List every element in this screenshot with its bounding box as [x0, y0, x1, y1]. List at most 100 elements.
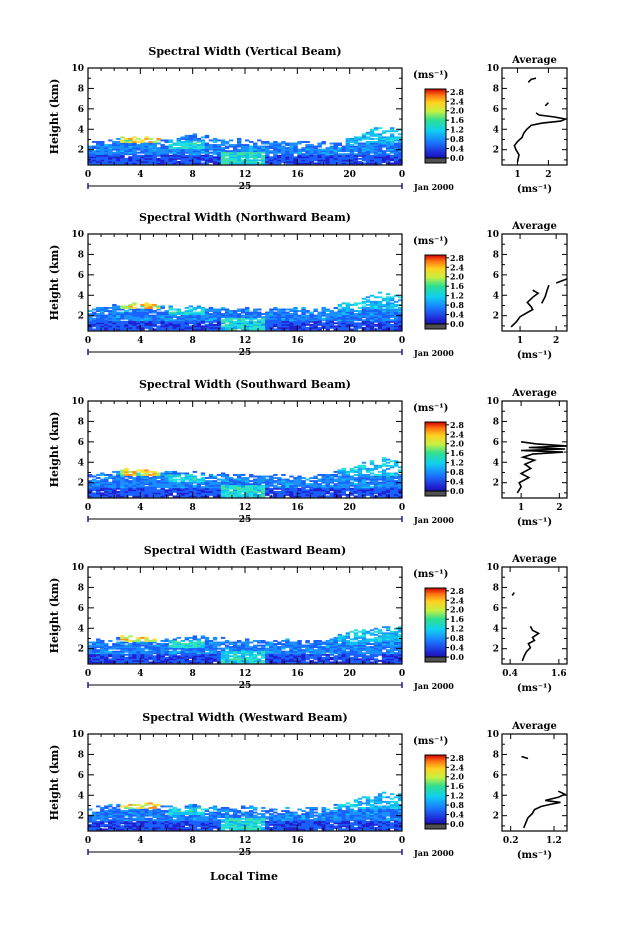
- heatmap-cell: [373, 490, 379, 493]
- heatmap-cell: [253, 144, 258, 146]
- heatmap-cell: [353, 656, 359, 659]
- heatmap-cell: [385, 326, 391, 329]
- heatmap-cell: [152, 151, 157, 154]
- heatmap-cell: [281, 320, 286, 323]
- panel-title: Spectral Width (Northward Beam): [139, 211, 351, 224]
- heatmap-cell: [152, 640, 157, 642]
- heatmap-cell: [265, 159, 270, 162]
- heatmap-cell: [100, 640, 105, 642]
- heatmap-cell: [148, 323, 153, 326]
- heatmap-cell: [309, 320, 314, 323]
- heatmap-cell: [301, 153, 306, 156]
- heatmap-cell: [196, 653, 202, 656]
- heatmap-cell: [361, 322, 367, 325]
- heatmap-cell: [188, 157, 194, 160]
- heatmap-cell: [204, 656, 210, 659]
- heatmap-cell: [196, 641, 202, 644]
- heatmap-cell: [373, 308, 379, 311]
- heatmap-cell: [373, 310, 379, 312]
- heatmap-cell: [232, 655, 238, 658]
- heatmap-cell: [144, 495, 149, 498]
- heatmap-cell: [220, 486, 226, 489]
- heatmap-cell: [361, 142, 367, 145]
- heatmap-cell: [184, 647, 190, 650]
- heatmap-cell: [208, 316, 214, 319]
- heatmap-cell: [357, 150, 363, 153]
- heatmap-cell: [333, 148, 338, 151]
- heatmap-cell: [261, 326, 266, 329]
- colorbar-tick-label: 1.6: [450, 115, 464, 125]
- heatmap-cell: [301, 322, 306, 325]
- heatmap-cell: [160, 650, 165, 653]
- heatmap-cell: [108, 162, 113, 165]
- panel-1: Spectral Width (Vertical Beam)0 4 8 12 16 20 0…: [48, 45, 569, 195]
- heatmap-cell: [208, 652, 214, 655]
- heatmap-cell: [168, 328, 173, 331]
- heatmap-cell: [301, 311, 306, 314]
- x-tick-label: 8: [190, 336, 196, 346]
- heatmap-cell: [329, 325, 334, 328]
- heatmap-cell: [196, 144, 202, 146]
- heatmap-cell: [104, 320, 109, 323]
- heatmap-cell: [313, 480, 318, 483]
- heatmap-cell: [325, 156, 330, 159]
- heatmap-cell: [369, 148, 375, 151]
- heatmap-cell: [301, 148, 306, 151]
- heatmap-cell: [172, 661, 177, 664]
- heatmap-cell: [357, 145, 363, 148]
- heatmap-cell: [273, 316, 278, 319]
- heatmap-cell: [216, 317, 222, 320]
- heatmap-cell: [216, 644, 222, 647]
- heatmap-cell: [128, 137, 133, 140]
- heatmap-cell: [140, 492, 145, 495]
- heatmap-cell: [385, 299, 391, 302]
- heatmap-cell: [309, 656, 314, 659]
- heatmap-cell: [393, 474, 399, 476]
- heatmap-cell: [285, 655, 290, 658]
- heatmap-cell: [120, 478, 125, 481]
- heatmap-cell: [184, 475, 190, 478]
- heatmap-cell: [341, 319, 347, 322]
- heatmap-cell: [140, 328, 145, 331]
- heatmap-cell: [309, 153, 314, 156]
- heatmap-cell: [313, 475, 318, 478]
- heatmap-cell: [345, 150, 351, 153]
- heatmap-cell: [116, 316, 121, 319]
- heatmap-cell: [309, 150, 314, 153]
- heatmap-cell: [265, 317, 270, 320]
- heatmap-cell: [104, 144, 109, 146]
- heatmap-cell: [188, 487, 194, 490]
- heatmap-cell: [232, 314, 238, 317]
- heatmap-cell: [245, 157, 250, 160]
- heatmap-cell: [257, 490, 262, 493]
- panel-title: Spectral Width (Vertical Beam): [148, 45, 341, 58]
- heatmap-cell: [156, 480, 161, 483]
- heatmap-cell: [369, 150, 375, 153]
- heatmap-cell: [144, 160, 149, 163]
- heatmap-cell: [369, 133, 375, 136]
- heatmap-cell: [249, 495, 254, 498]
- heatmap-cell: [381, 652, 387, 655]
- heatmap-cell: [273, 656, 278, 659]
- heatmap-cell: [337, 636, 343, 639]
- heatmap-cell: [196, 481, 202, 484]
- heatmap-cell: [393, 656, 399, 659]
- heatmap-cell: [297, 659, 302, 662]
- heatmap-cell: [196, 154, 202, 157]
- heatmap-cell: [240, 643, 246, 645]
- heatmap-cell: [369, 313, 375, 316]
- heatmap-cell: [253, 160, 258, 163]
- heatmap-cell: [389, 464, 395, 467]
- heatmap-cell: [144, 157, 149, 160]
- heatmap-cell: [393, 303, 399, 306]
- heatmap-cell: [329, 311, 334, 314]
- heatmap-cell: [152, 303, 157, 306]
- heatmap-cell: [132, 317, 137, 320]
- heatmap-cell: [104, 145, 109, 148]
- heatmap-cell: [269, 480, 274, 483]
- heatmap-cell: [160, 492, 165, 495]
- heatmap-cell: [92, 644, 97, 647]
- heatmap-cell: [345, 325, 351, 328]
- heatmap-cell: [220, 652, 226, 655]
- heatmap-cell: [313, 658, 318, 661]
